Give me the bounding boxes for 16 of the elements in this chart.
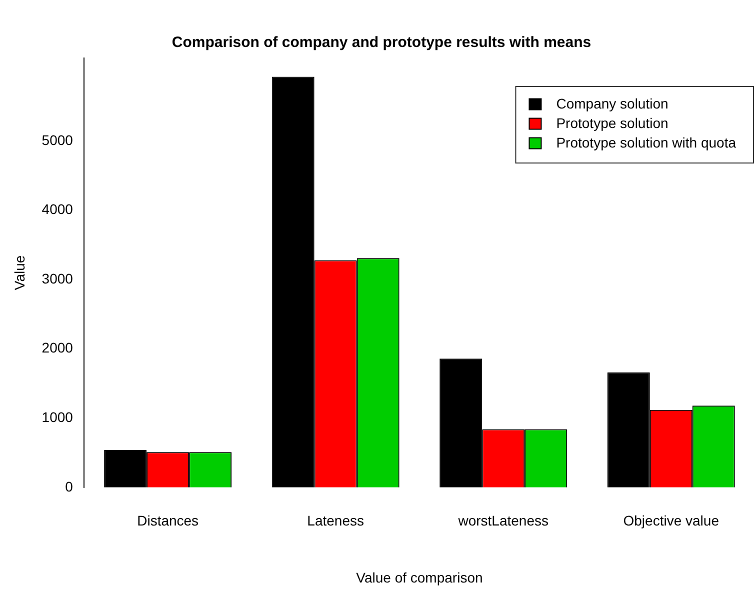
y-tick-label: 5000 bbox=[42, 132, 74, 148]
y-tick-label: 3000 bbox=[42, 270, 74, 286]
x-axis-title: Value of comparison bbox=[356, 569, 483, 586]
y-axis-title: Value bbox=[11, 255, 28, 290]
y-tick-label: 4000 bbox=[42, 201, 74, 218]
chart-title: Comparison of company and prototype results with means bbox=[172, 34, 592, 52]
x-tick-label: Distances bbox=[137, 512, 199, 529]
x-tick-label: Lateness bbox=[307, 512, 364, 529]
y-tick-label: 1000 bbox=[42, 409, 74, 425]
legend-label: Prototype solution with quota bbox=[556, 134, 736, 151]
legend-label: Prototype solution bbox=[556, 115, 668, 132]
legend-label: Company solution bbox=[556, 96, 668, 112]
y-tick-label: 2000 bbox=[42, 340, 74, 356]
x-tick-label: worstLateness bbox=[457, 512, 548, 529]
x-tick-label: Objective value bbox=[623, 512, 720, 529]
y-tick-label: 0 bbox=[65, 478, 74, 494]
